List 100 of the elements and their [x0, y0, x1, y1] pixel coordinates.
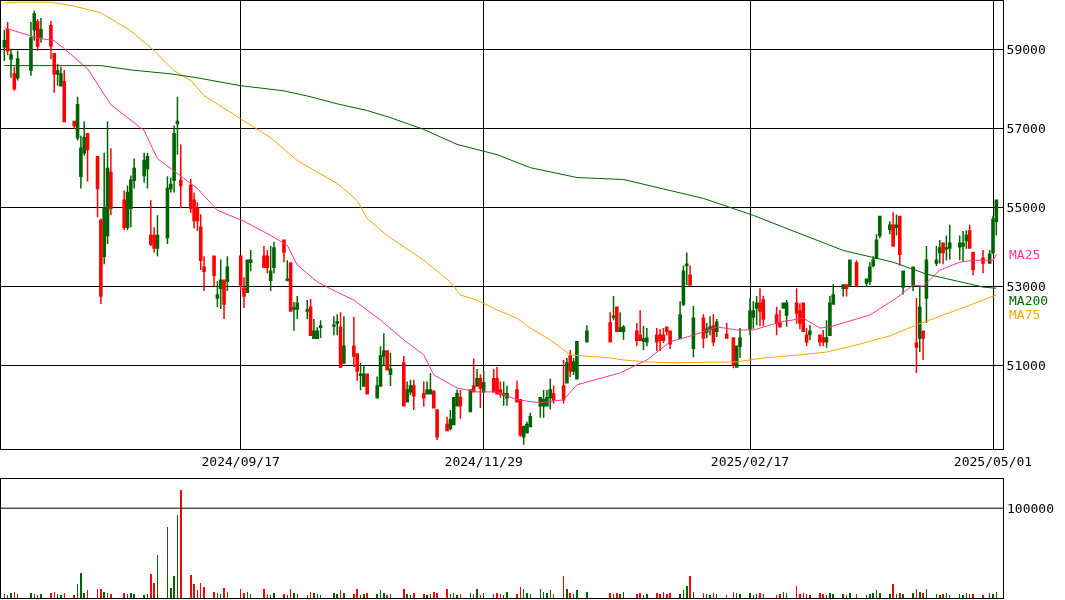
- candlestick: [458, 389, 463, 420]
- candlestick: [268, 245, 273, 292]
- candlestick: [961, 230, 965, 263]
- y-tick-label: 55000: [1006, 200, 1046, 216]
- candlestick: [608, 311, 612, 343]
- y-tick-label: 59000: [1006, 42, 1046, 58]
- series-label: MA75: [1009, 307, 1041, 322]
- candlestick: [808, 324, 812, 341]
- candlestick: [568, 349, 573, 378]
- candlestick: [358, 362, 363, 392]
- candlestick: [475, 368, 479, 387]
- y-tick-label: 53000: [1006, 278, 1046, 294]
- x-tick-label: 2024/11/29: [444, 453, 523, 469]
- candlestick: [388, 352, 393, 387]
- candlestick: [155, 214, 160, 258]
- candlestick: [774, 306, 779, 336]
- candlestick: [981, 249, 985, 275]
- candlestick: [312, 318, 316, 340]
- candlestick: [891, 211, 895, 247]
- candlestick: [947, 224, 952, 261]
- x-tick-label: 2024/09/17: [201, 453, 280, 469]
- candlestick: [218, 258, 223, 310]
- candlestick: [365, 373, 369, 395]
- series-label: MA200: [1009, 293, 1049, 308]
- candlestick: [565, 357, 569, 384]
- candlestick: [585, 324, 589, 343]
- candlestick: [72, 120, 77, 130]
- candlestick: [428, 372, 433, 395]
- candlestick: [937, 239, 942, 265]
- candlestick: [541, 389, 546, 419]
- candlestick: [914, 297, 919, 374]
- candlestick: [99, 217, 103, 305]
- candlestick: [225, 255, 230, 292]
- candlestick: [901, 270, 905, 296]
- candlestick: [421, 380, 426, 408]
- candlestick: [282, 239, 286, 263]
- candlestick: [561, 359, 566, 405]
- candlestick: [748, 297, 752, 336]
- candlestick: [848, 259, 852, 288]
- candlestick: [658, 328, 662, 352]
- candlestick: [921, 330, 925, 361]
- candlestick: [335, 313, 340, 336]
- candlestick: [641, 325, 646, 351]
- candlestick: [402, 355, 406, 407]
- candlestick: [362, 365, 366, 387]
- candlestick: [178, 143, 183, 209]
- candlestick: [342, 315, 346, 364]
- candlestick: [898, 215, 902, 267]
- candlestick: [888, 220, 892, 236]
- candlestick: [668, 330, 672, 350]
- candlestick: [262, 245, 266, 269]
- candlestick: [332, 315, 336, 336]
- candlestick: [501, 380, 506, 407]
- candlestick: [521, 425, 526, 446]
- candlestick: [222, 279, 226, 320]
- line-series: [3, 1, 997, 364]
- series-label: MA25: [1009, 247, 1041, 262]
- candlestick: [385, 350, 389, 371]
- candlestick: [917, 284, 922, 353]
- candlestick: [318, 319, 323, 339]
- candlestick: [821, 329, 826, 347]
- y-tick-label: 51000: [1006, 357, 1046, 373]
- text: 100000: [1007, 501, 1054, 516]
- candlestick: [894, 213, 899, 237]
- candlestick: [505, 384, 509, 407]
- candlestick: [708, 315, 712, 336]
- candlestick: [39, 17, 43, 44]
- line-series: [3, 27, 997, 404]
- candlestick: [95, 155, 100, 219]
- candlestick: [495, 366, 499, 395]
- y-tick-label: 57000: [1006, 121, 1046, 137]
- candlestick: [724, 322, 729, 339]
- candlestick: [615, 306, 619, 332]
- candlestick: [405, 380, 409, 403]
- candlestick: [575, 341, 579, 380]
- candlestick: [145, 151, 150, 190]
- candlestick: [548, 378, 553, 411]
- candlestick: [971, 251, 975, 276]
- candlestick: [688, 264, 692, 286]
- candlestick: [109, 147, 113, 217]
- candlestick: [411, 378, 416, 411]
- candlestick: [784, 299, 789, 328]
- candlestick: [754, 295, 759, 327]
- candlestick: [2, 29, 7, 62]
- candlestick: [941, 242, 945, 265]
- candlestick: [655, 327, 659, 352]
- candlestick: [645, 327, 649, 347]
- candlestick: [85, 133, 90, 183]
- candlestick: [478, 373, 483, 409]
- candlestick: [62, 69, 67, 123]
- candlestick: [794, 287, 799, 325]
- candlestick: [122, 189, 126, 232]
- candlestick: [844, 284, 849, 298]
- candlestick: [818, 334, 822, 347]
- candlestick: [758, 287, 762, 327]
- candlestick: [841, 284, 846, 298]
- candlestick: [285, 259, 290, 282]
- candlestick: [967, 224, 972, 249]
- candlestick: [305, 299, 310, 320]
- candlestick: [957, 234, 962, 262]
